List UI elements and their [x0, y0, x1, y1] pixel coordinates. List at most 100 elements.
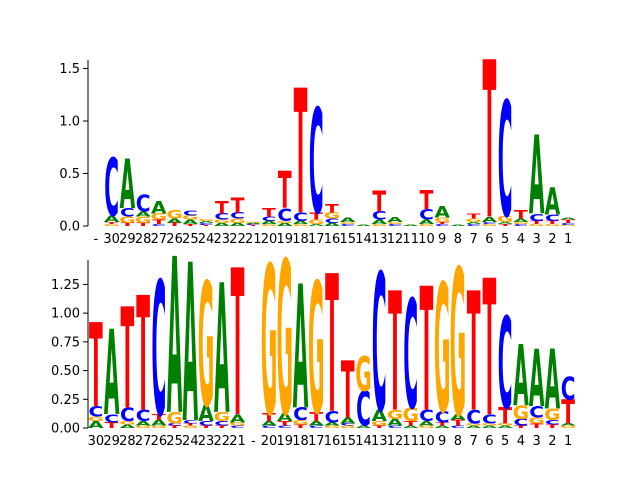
- logo-letter-G: G: [182, 215, 199, 222]
- logo-letter-G: G: [198, 218, 215, 221]
- logo-letter-T: T: [498, 403, 512, 429]
- x-tick-label: 4: [517, 434, 525, 449]
- x-tick-label: 2: [548, 232, 556, 247]
- logo-letter-C: C: [435, 224, 450, 227]
- logo-letter-T: T: [309, 409, 323, 424]
- logo-letter-A: A: [560, 423, 577, 426]
- logo-letter-T: T: [199, 425, 213, 428]
- logo-letter-C: C: [293, 210, 308, 223]
- x-tick-label: 10: [418, 232, 435, 247]
- logo-letter-G: G: [245, 222, 262, 224]
- logo-letter-C: C: [356, 381, 371, 437]
- logo-letter-C: C: [309, 425, 324, 428]
- y-tick-label: 0.50: [51, 364, 80, 379]
- logo-letter-T: T: [278, 162, 292, 221]
- logo-letter-C: C: [545, 213, 560, 223]
- logo-letter-A: A: [434, 204, 450, 222]
- logo-letter-A: A: [356, 425, 373, 428]
- logo-letter-G: G: [560, 425, 577, 428]
- logo-letter-T: T: [262, 206, 277, 219]
- x-tick-label: 4: [517, 232, 525, 247]
- x-tick-label: 22: [214, 434, 231, 449]
- logo-letter-G: G: [402, 404, 419, 426]
- logo-letter-A: A: [214, 222, 231, 227]
- logo-letter-T: T: [183, 423, 197, 426]
- logo-letter-C: C: [214, 212, 229, 222]
- x-tick-label: 26: [166, 232, 183, 247]
- logo-letter-C: C: [466, 224, 481, 227]
- logo-letter-G: G: [513, 221, 530, 224]
- logo-letter-G: G: [88, 415, 105, 423]
- logo-letter-C: C: [120, 206, 135, 219]
- logo-letter-T: T: [215, 425, 229, 428]
- x-tick-label: 21: [229, 434, 246, 449]
- logo-letter-T: T: [404, 420, 419, 428]
- x-tick-label: 26: [151, 434, 168, 449]
- x-tick-label: 22: [229, 232, 246, 247]
- x-tick-label: 6: [485, 434, 493, 449]
- y-tick-label: 0.00: [51, 422, 80, 437]
- logo-letter-C: C: [340, 224, 355, 227]
- logo-letter-C: C: [151, 224, 166, 227]
- logo-letter-C: C: [498, 68, 513, 253]
- logo-letter-C: C: [498, 291, 513, 438]
- logo-letter-A: A: [151, 199, 167, 218]
- logo-letter-A: A: [513, 329, 529, 425]
- logo-letter-G: G: [103, 224, 120, 227]
- logo-letter-T: T: [105, 221, 119, 224]
- logo-letter-G: G: [513, 401, 530, 423]
- logo-letter-G: G: [198, 248, 215, 446]
- x-tick-label: 1: [564, 434, 572, 449]
- logo-letter-C: C: [403, 270, 418, 444]
- logo-letter-T: T: [120, 280, 134, 441]
- y-tick-label: 0.25: [51, 393, 80, 408]
- x-tick-label: 12: [387, 434, 404, 449]
- logo-letter-G: G: [277, 219, 294, 464]
- logo-letter-A: A: [403, 225, 419, 227]
- logo-letter-G: G: [277, 220, 294, 223]
- logo-letter-A: A: [545, 181, 561, 225]
- logo-letter-A: A: [246, 223, 262, 225]
- x-tick-label: -: [94, 232, 99, 247]
- logo-letter-C: C: [388, 224, 403, 227]
- logo-letter-T: T: [372, 185, 386, 219]
- x-tick-label: 21: [245, 232, 262, 247]
- x-tick-label: 28: [135, 232, 152, 247]
- logo-letter-G: G: [560, 225, 577, 227]
- logo-letter-A: A: [387, 215, 403, 224]
- logo-letter-A: A: [434, 425, 451, 428]
- x-tick-label: 17: [308, 232, 325, 247]
- logo-letter-G: G: [481, 224, 498, 227]
- logo-letter-T: T: [325, 202, 340, 215]
- logo-letter-G: G: [229, 218, 246, 225]
- logo-letter-T: T: [483, 241, 497, 459]
- logo-letter-G: G: [418, 425, 435, 428]
- logo-letter-G: G: [528, 416, 545, 425]
- logo-letter-T: T: [136, 265, 150, 447]
- logo-letter-A: A: [482, 215, 498, 224]
- x-tick-label: 29: [103, 434, 120, 449]
- logo-letter-A: A: [120, 146, 136, 225]
- logo-letter-C: C: [419, 207, 434, 223]
- logo-letter-T: T: [514, 208, 529, 221]
- logo-letter-C: C: [120, 404, 135, 426]
- x-tick-label: -: [251, 434, 256, 449]
- logo-letter-A: A: [450, 225, 466, 227]
- x-tick-label: 3: [533, 232, 541, 247]
- x-tick-label: 9: [438, 434, 446, 449]
- logo-letter-G: G: [214, 409, 231, 424]
- logo-letter-G: G: [182, 425, 199, 428]
- logo-letter-G: G: [371, 224, 388, 227]
- logo-letter-T: T: [546, 424, 560, 429]
- logo-letter-C: C: [514, 224, 529, 227]
- logo-letter-G: G: [355, 347, 372, 403]
- logo-letter-G: G: [135, 425, 152, 428]
- x-tick-label: 14: [355, 232, 372, 247]
- logo-letter-T: T: [372, 425, 386, 428]
- x-tick-label: 14: [355, 434, 372, 449]
- logo-letter-C: C: [545, 419, 560, 427]
- x-tick-label: 24: [198, 232, 215, 247]
- logo-letter-T: T: [561, 394, 575, 431]
- logo-letter-G: G: [450, 227, 467, 462]
- logo-letter-C: C: [325, 408, 340, 426]
